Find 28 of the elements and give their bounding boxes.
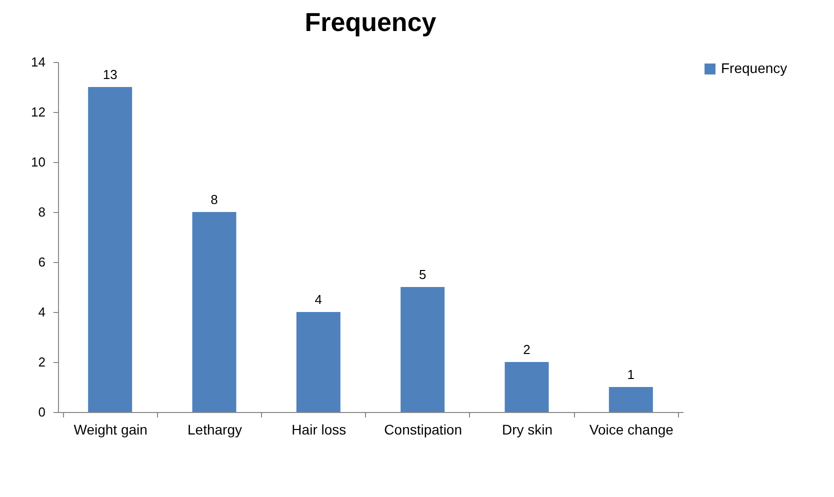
y-tick-label: 4 (38, 304, 46, 320)
chart-title: Frequency (304, 7, 437, 37)
x-tick-label: Voice change (589, 422, 674, 438)
bar (88, 87, 132, 412)
x-tick-label: Hair loss (292, 422, 346, 438)
x-tick-label: Dry skin (502, 422, 553, 438)
data-label: 4 (314, 292, 322, 307)
bar (608, 387, 653, 412)
bar (504, 362, 549, 412)
data-label: 1 (627, 367, 635, 382)
y-tick-label: 2 (38, 354, 46, 370)
legend-label: Frequency (721, 60, 788, 76)
y-tick-label: 10 (31, 154, 46, 170)
x-tick-label: Constipation (384, 422, 462, 438)
bar (400, 287, 445, 412)
data-label: 13 (102, 67, 118, 82)
data-label: 8 (210, 192, 218, 207)
bar (192, 212, 236, 412)
y-tick-label: 14 (31, 54, 46, 70)
y-tick-label: 12 (31, 104, 46, 120)
y-tick-label: 6 (38, 254, 46, 270)
y-tick-label: 0 (38, 404, 46, 420)
y-tick-label: 8 (38, 204, 46, 220)
data-label: 5 (418, 267, 426, 282)
data-label: 2 (523, 342, 530, 357)
bar (296, 312, 340, 412)
x-tick-label: Lethargy (188, 422, 242, 438)
x-tick-label: Weight gain (74, 422, 148, 438)
